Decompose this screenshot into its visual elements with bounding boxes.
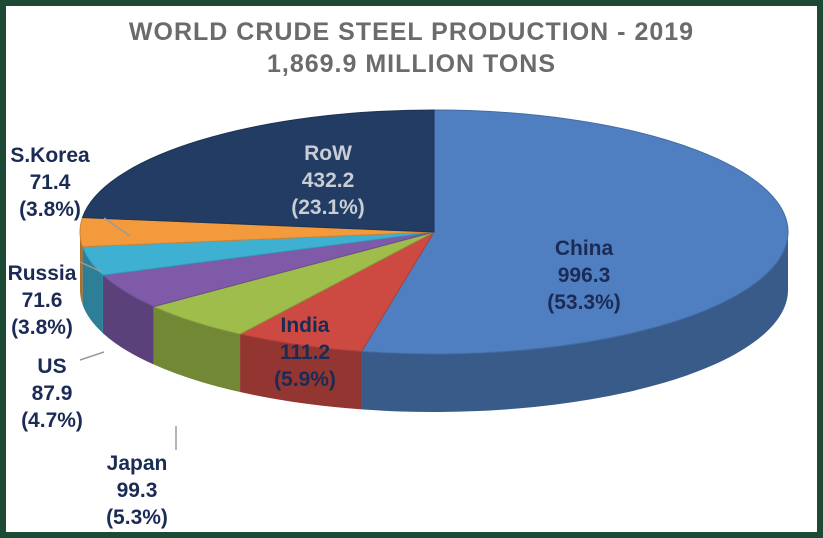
slice-side-us (102, 275, 154, 365)
label-india-percent: (5.9%) (274, 368, 336, 391)
label-japan-value: 99.3 (117, 479, 158, 502)
slice-row (81, 109, 435, 233)
slice-side-india (240, 334, 362, 410)
label-row-name: RoW (304, 142, 352, 165)
label-skorea-percent: (3.8%) (19, 198, 81, 221)
label-china-name: China (555, 237, 614, 260)
label-row-percent: (23.1%) (291, 196, 365, 219)
label-skorea-name: S.Korea (10, 144, 90, 167)
leader-line-us (79, 351, 105, 361)
slice-india (238, 230, 436, 352)
label-japan-percent: (5.3%) (106, 506, 168, 529)
label-russia-percent: (3.8%) (11, 316, 73, 339)
label-us-value: 87.9 (32, 382, 73, 405)
slice-side-japan (153, 306, 241, 393)
slice-side-skorea (80, 232, 83, 305)
label-china-value: 996.3 (558, 264, 611, 287)
label-india-name: India (280, 314, 329, 337)
label-india-value: 111.2 (280, 341, 330, 364)
label-skorea-value: 71.4 (30, 171, 71, 194)
leader-line-russia (79, 261, 103, 273)
slice-side-russia (82, 246, 103, 334)
label-us-percent: (4.7%) (21, 409, 83, 432)
chart-title: WORLD CRUDE STEEL PRODUCTION - 2019 (128, 18, 695, 46)
label-us-name: US (37, 355, 66, 378)
label-china-percent: (53.3%) (547, 291, 621, 314)
chart-subtitle: 1,869.9 MILLION TONS (266, 50, 557, 78)
chart-title-block: WORLD CRUDE STEEL PRODUCTION - 2019 1,86… (0, 16, 823, 80)
leader-line-skorea (103, 217, 131, 237)
label-japan-name: Japan (107, 452, 168, 475)
label-russia-name: Russia (8, 262, 77, 285)
label-russia-value: 71.6 (22, 289, 63, 312)
label-row-value: 432.2 (302, 169, 355, 192)
slice-side-china (361, 232, 788, 412)
slice-china (360, 109, 789, 355)
